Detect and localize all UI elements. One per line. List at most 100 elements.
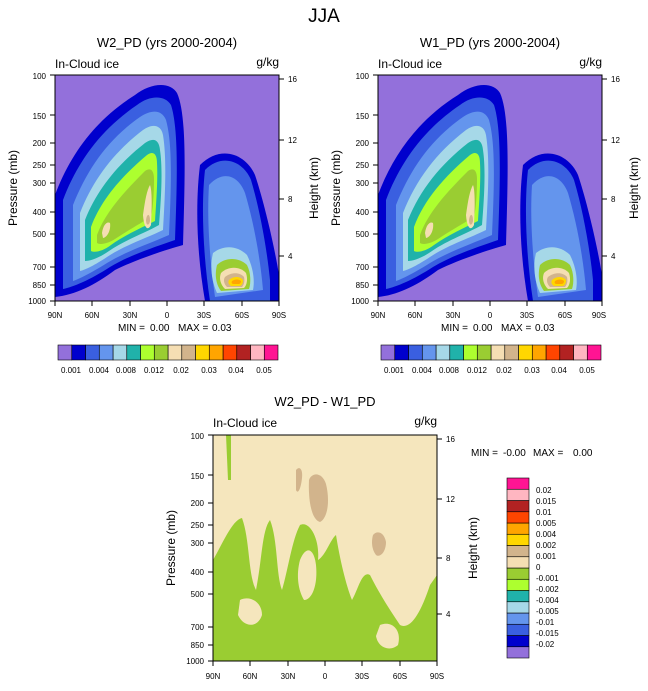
min-label: MIN = xyxy=(118,323,145,334)
colorbar-swatch xyxy=(490,344,506,361)
colorbar-swatch xyxy=(506,522,530,535)
pressure-tick: 150 xyxy=(356,112,370,121)
y-tick-marks xyxy=(50,74,284,306)
pressure-tick: 400 xyxy=(33,208,47,217)
lat-tick: 90N xyxy=(206,672,221,681)
colorbar-label: -0.02 xyxy=(536,640,555,649)
variable-label: In-Cloud ice xyxy=(55,57,119,71)
colorbar-label: -0.015 xyxy=(536,629,559,638)
panel-w2: W2_PD (yrs 2000-2004) In-Cloud ice g/kg … xyxy=(6,35,321,375)
variable-label: In-Cloud ice xyxy=(378,57,442,71)
colorbar-swatch xyxy=(506,533,530,546)
pressure-tick: 200 xyxy=(191,499,205,508)
colorbar-swatch xyxy=(506,646,530,659)
panel-title: W2_PD (yrs 2000-2004) xyxy=(97,35,237,50)
lat-ticks: 90N 60N 30N 0 30S 60S 90S xyxy=(371,311,606,320)
colorbar-label: 0.04 xyxy=(228,366,244,375)
units-label: g/kg xyxy=(579,55,602,69)
colorbar: 0.001 0.004 0.008 0.012 0.02 0.03 0.04 0… xyxy=(380,344,602,375)
difference-field xyxy=(213,435,437,661)
colorbar-swatch xyxy=(140,344,155,361)
colorbar-swatch xyxy=(506,511,530,524)
colorbar-swatch xyxy=(506,578,530,591)
pressure-tick: 1000 xyxy=(186,657,204,666)
height-tick: 12 xyxy=(446,495,455,504)
colorbar-swatch xyxy=(506,477,530,490)
y-axis-label: Pressure (mb) xyxy=(164,510,178,586)
lat-tick: 90N xyxy=(48,311,63,320)
colorbar-swatch xyxy=(126,344,141,361)
height-tick: 16 xyxy=(446,435,455,444)
height-tick: 4 xyxy=(611,252,616,261)
colorbar-swatch xyxy=(545,344,561,361)
colorbar-swatch xyxy=(506,556,530,569)
colorbar-label: 0.008 xyxy=(116,366,137,375)
pressure-tick: 1000 xyxy=(351,297,369,306)
colorbar-swatch xyxy=(250,344,265,361)
colorbar-label: 0.012 xyxy=(467,366,488,375)
max-label: MAX = xyxy=(533,448,563,459)
colorbar: 0.02 0.015 0.01 0.005 0.004 0.002 0.001 … xyxy=(506,477,559,659)
pressure-ticks: 100 150 200 250 300 400 500 700 850 1000 xyxy=(186,432,204,666)
colorbar-swatch xyxy=(506,601,530,614)
colorbar-label: -0.01 xyxy=(536,618,555,627)
colorbar-swatch xyxy=(263,344,279,361)
pressure-tick: 200 xyxy=(356,139,370,148)
max-value: 0.03 xyxy=(212,323,232,334)
contour-field xyxy=(55,75,279,301)
colorbar-label: 0.008 xyxy=(439,366,460,375)
colorbar-swatch xyxy=(504,344,519,361)
colorbar-swatch xyxy=(421,344,437,361)
colorbar-label: 0.02 xyxy=(536,486,552,495)
y-tick-marks xyxy=(373,74,607,306)
lat-tick: 90S xyxy=(592,311,606,320)
pressure-tick: 250 xyxy=(356,161,370,170)
pressure-tick: 700 xyxy=(356,263,370,272)
colorbar-label: 0 xyxy=(536,563,541,572)
colorbar-label: 0.004 xyxy=(412,366,433,375)
max-label: MAX = xyxy=(501,323,531,334)
colorbar-swatch xyxy=(85,344,100,361)
y-axis-label-right: Height (km) xyxy=(466,517,480,579)
height-tick: 16 xyxy=(611,75,620,84)
colorbar-label: 0.02 xyxy=(173,366,189,375)
height-tick: 12 xyxy=(288,136,297,145)
lat-tick: 0 xyxy=(323,672,328,681)
colorbar-label: 0.005 xyxy=(536,519,557,528)
colorbar-label: 0.012 xyxy=(144,366,165,375)
colorbar-swatch xyxy=(506,545,530,558)
page-title: JJA xyxy=(308,6,340,27)
min-label: MIN = xyxy=(441,323,468,334)
max-label: MAX = xyxy=(178,323,208,334)
colorbar-swatch xyxy=(380,344,396,361)
colorbar-swatch xyxy=(531,344,547,361)
min-value: 0.00 xyxy=(473,323,493,334)
height-ticks: 16 12 8 4 xyxy=(288,75,297,261)
units-label: g/kg xyxy=(256,55,279,69)
colorbar-label: 0.02 xyxy=(496,366,512,375)
colorbar: 0.001 0.004 0.008 0.012 0.02 0.03 0.04 0… xyxy=(57,344,279,375)
pressure-tick: 500 xyxy=(191,590,205,599)
pressure-tick: 400 xyxy=(191,568,205,577)
pressure-tick: 700 xyxy=(33,263,47,272)
colorbar-swatch xyxy=(167,344,183,361)
colorbar-swatch xyxy=(506,488,530,501)
lat-tick: 60N xyxy=(85,311,100,320)
colorbar-swatch xyxy=(71,344,86,361)
height-tick: 16 xyxy=(288,75,297,84)
pressure-tick: 100 xyxy=(356,72,370,81)
lat-tick: 30N xyxy=(446,311,461,320)
pressure-tick: 150 xyxy=(191,472,205,481)
lat-tick: 60S xyxy=(558,311,572,320)
height-ticks: 16 12 8 4 xyxy=(446,435,455,619)
colorbar-label: 0.004 xyxy=(536,530,557,539)
lat-tick: 30S xyxy=(355,672,369,681)
colorbar-swatch xyxy=(506,567,530,580)
pressure-ticks: 100 150 200 250 300 400 500 700 850 1000 xyxy=(28,72,46,306)
max-value: 0.00 xyxy=(573,448,593,459)
height-tick: 4 xyxy=(288,252,293,261)
colorbar-label: -0.002 xyxy=(536,585,559,594)
lat-tick: 30N xyxy=(123,311,138,320)
y-axis-label: Pressure (mb) xyxy=(329,150,343,226)
colorbar-label: 0.002 xyxy=(536,541,557,550)
